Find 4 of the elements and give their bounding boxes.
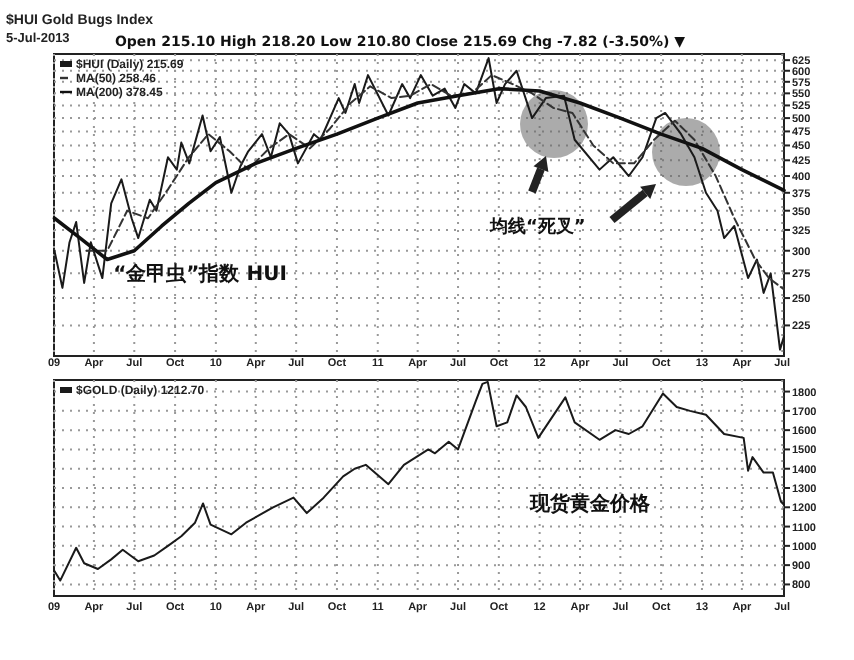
annotation: 现货黄金价格 <box>528 492 652 516</box>
annotation: “金甲虫”指数 HUI <box>113 262 287 286</box>
annotation: 均线“死叉” <box>488 216 586 238</box>
line-series <box>53 57 785 351</box>
